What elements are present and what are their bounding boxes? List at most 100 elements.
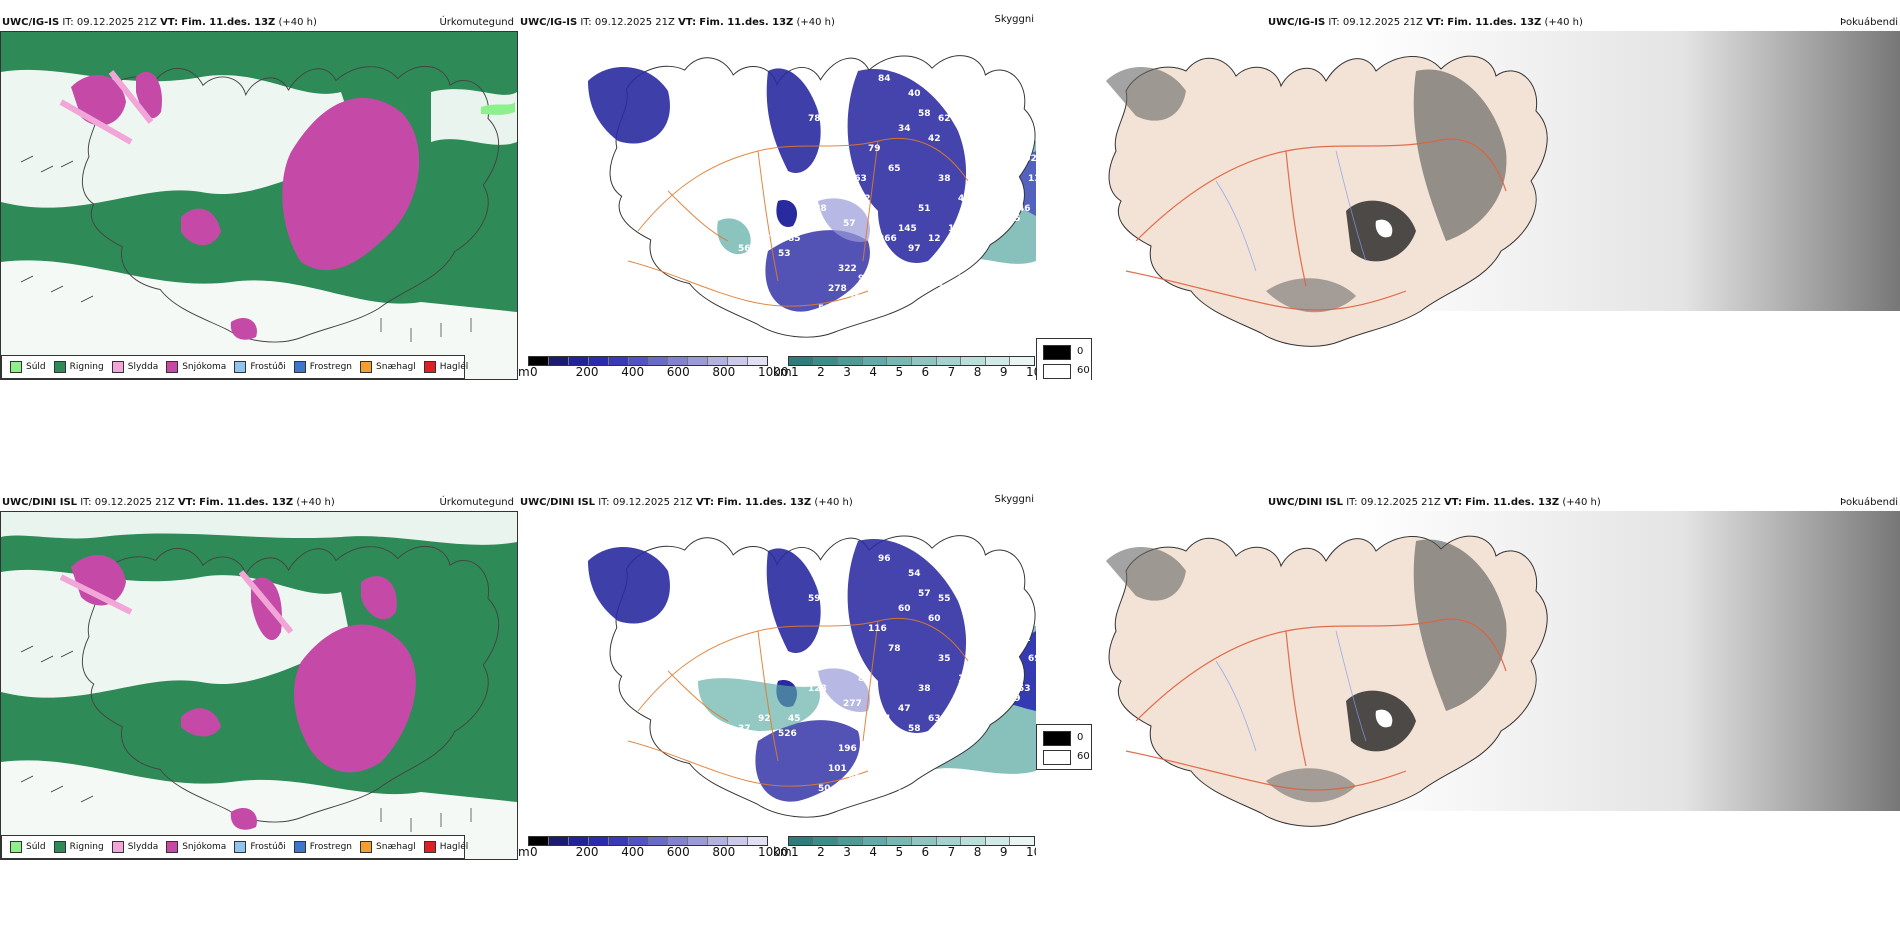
cloud-base-label: 254 <box>868 304 887 314</box>
cloud-base-label: 526 <box>778 729 797 739</box>
legend-item-sudd: Súld <box>10 841 46 853</box>
cloud-base-label: 59 <box>808 594 821 604</box>
issue-label: IT: <box>62 17 74 28</box>
fog-map[interactable] <box>1036 511 1900 831</box>
colorbar-swatch <box>936 357 962 365</box>
cloud-base-label: 69 <box>1028 654 1036 664</box>
cloud-base-label: 104 <box>673 569 692 579</box>
cloud-base-label: 57 <box>843 219 856 229</box>
colorbar-tick: 1 <box>791 845 799 859</box>
cloud-base-label: 65 <box>698 574 711 584</box>
panel-title-fog: Þokuábendi <box>1840 497 1899 508</box>
cloud-base-label: 50 <box>818 784 831 794</box>
cloud-base-label: 86 <box>828 634 841 644</box>
cloud-base-label: 384 <box>828 154 847 164</box>
cloud-base-label: 251 <box>848 294 867 304</box>
cloud-base-label: 61 <box>848 654 861 664</box>
cloud-base-label: 51 <box>818 304 831 314</box>
colorbar-swatch <box>911 837 937 845</box>
cloud-base-label: 84 <box>998 124 1011 134</box>
colorbar-swatch <box>748 837 768 845</box>
cloud-base-label: 34 <box>898 124 911 134</box>
legend-item-frostregn: Frostregn <box>293 361 352 373</box>
legend-item-slydda: Slydda <box>111 361 158 373</box>
colorbar-tick: 600 <box>666 365 690 379</box>
cloud-base-label: 85 <box>788 234 801 244</box>
colorbar-tick: 5 <box>895 845 904 859</box>
cloud-base-label: 39 <box>978 164 991 174</box>
fog-map[interactable] <box>1036 31 1900 351</box>
cloud-base-label: 39 <box>1008 694 1021 704</box>
cloud-base-label: 81 <box>1018 634 1031 644</box>
cloud-base-label: 84 <box>878 74 891 84</box>
panel-header: UWC/DINI ISL IT: 09.12.2025 21Z VT: Fim.… <box>2 497 335 509</box>
colorbar-tick: 2 <box>817 365 825 379</box>
cloud-base-label: 60 <box>928 614 941 624</box>
colorbar-tick: 5 <box>895 365 904 379</box>
panel-title-fog: Þokuábendi <box>1840 17 1899 28</box>
cloud-base-label: 55 <box>938 594 951 604</box>
cloud-base-label: 278 <box>828 284 847 294</box>
precip-map[interactable] <box>0 31 518 380</box>
ceiling-strip <box>528 836 768 846</box>
cloud-base-label: 48 <box>968 609 981 619</box>
issue-time: 09.12.2025 21Z <box>594 17 675 28</box>
cloud-base-label: 62 <box>858 194 871 204</box>
colorbar-swatch <box>838 357 863 365</box>
colorbar-tick: 1000 <box>758 845 789 859</box>
valid-time: Fim. 11.des. 13Z <box>699 17 794 28</box>
cloud-base-label: 62 <box>938 114 951 124</box>
lead-time: (+40 h) <box>278 17 317 28</box>
cloud-base-label: 42 <box>928 134 941 144</box>
cloud-base-label: 139 <box>1028 174 1036 184</box>
issue-label: IT: <box>1328 17 1340 28</box>
cloud-base-label: 44 <box>878 714 891 724</box>
panel-title-cloud: Skyggni <box>994 14 1034 25</box>
cloud-base-label: 35 <box>938 654 951 664</box>
cloud-base-label: 58 <box>908 724 921 734</box>
model-name: UWC/DINI ISL <box>2 497 78 508</box>
colorbar-swatch <box>688 357 709 365</box>
model-name: UWC/IG-IS <box>520 17 578 28</box>
legend-item-slydda: Slydda <box>111 841 158 853</box>
valid-time: Fim. 11.des. 13Z <box>199 497 294 508</box>
cloud-base-label: 98 <box>718 264 731 274</box>
cloud-base-label: 91 <box>858 274 871 284</box>
cloud-base-label: 111 <box>703 629 722 639</box>
colorbar-tick: 0 <box>530 845 538 859</box>
fog-legend: 0 60 <box>1036 338 1092 380</box>
cloud-base-label: 101 <box>828 764 847 774</box>
colorbar-swatch <box>648 837 669 845</box>
precip-map[interactable] <box>0 511 518 860</box>
cloud-base-label: 56 <box>738 244 751 254</box>
cloud-base-label: 78 <box>918 299 931 309</box>
panel-title-cloud: Skyggni <box>994 494 1034 505</box>
cloud-base-label: 37 <box>958 584 971 594</box>
cloud-base-label: 47 <box>898 704 911 714</box>
fog-legend: 0 60 <box>1036 724 1092 770</box>
visibility-unit: km <box>773 845 792 859</box>
cloud-base-label: 107 <box>948 224 967 234</box>
colorbar-swatch <box>688 837 709 845</box>
model-name: UWC/IG-IS <box>2 17 60 28</box>
colorbar-swatch <box>1010 357 1034 365</box>
cloud-base-label: 92 <box>858 804 871 814</box>
cloud-base-label: 79 <box>868 144 881 154</box>
issue-time: 09.12.2025 21Z <box>94 497 175 508</box>
cloud-base-label: 322 <box>838 264 857 274</box>
cloud-base-label: 48 <box>998 604 1011 614</box>
colorbar-tick: 0 <box>530 365 538 379</box>
cloud-base-label: 145 <box>898 224 917 234</box>
cloud-base-label: 37 <box>738 724 751 734</box>
colorbar-tick: 200 <box>575 845 599 859</box>
colorbar-swatch <box>668 357 689 365</box>
colorbar-swatch <box>548 837 569 845</box>
cloud-base-label: 79 <box>968 714 981 724</box>
cloud-base-label: 77 <box>658 554 671 564</box>
cloud-base-label: 42 <box>988 224 1001 234</box>
cloud-base-label: 78 <box>888 644 901 654</box>
cloud-base-label: 108 <box>838 314 857 324</box>
cloud-base-label: 45 <box>878 799 891 809</box>
